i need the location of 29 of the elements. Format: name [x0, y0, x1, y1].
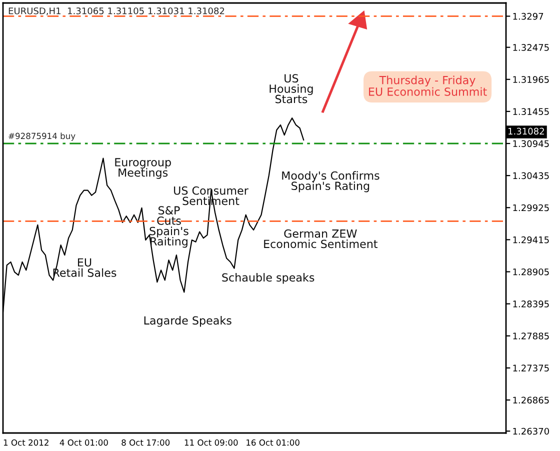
x-tick-label: 8 Oct 17:00 [122, 439, 170, 446]
y-tick-label: 1.26370 [513, 428, 549, 435]
annotation: Moody's Confirms Spain's Rating [282, 171, 380, 192]
y-tick-label: 1.3297 [513, 12, 544, 20]
annotation: Lagarde Speaks [144, 316, 232, 327]
annotation: US Housing Starts [270, 74, 313, 104]
y-tick-label: 1.27375 [513, 364, 549, 372]
chart-title: EURUSD,H1 1.31065 1.31105 1.31031 1.31082 [8, 7, 224, 16]
x-tick-label: 11 Oct 09:00 [184, 439, 238, 446]
y-tick-label: 1.27885 [513, 332, 549, 340]
y-tick-label: 1.30945 [513, 140, 549, 148]
x-tick-label: 4 Oct 01:00 [60, 439, 108, 446]
annotation: German ZEW Economic Sentiment [264, 229, 378, 248]
x-tick-label: 16 Oct 01:00 [246, 439, 300, 446]
y-tick-label: 1.26865 [513, 396, 549, 404]
y-tick-label: 1.29925 [513, 204, 549, 212]
y-tick-label: 1.31965 [513, 76, 549, 83]
text: 1.31082 [508, 128, 544, 135]
annotation: Schauble speaks [222, 273, 314, 284]
x-tick-label: 1 Oct 2012 [4, 439, 48, 446]
y-tick-label: 1.29415 [513, 236, 549, 244]
y-tick-label: 1.28905 [513, 268, 549, 276]
annotation: Thursday - Friday EU Economic Summit [369, 76, 487, 96]
y-tick-label: 1.28395 [513, 300, 549, 308]
ref-line-label: #92875914 buy [8, 132, 76, 141]
y-tick-label: 1.31455 [513, 108, 549, 115]
y-tick-label: 1.32475 [513, 44, 549, 51]
y-tick-label: 1.30435 [513, 172, 549, 180]
annotation: Eurogroup Meetings [115, 158, 171, 179]
